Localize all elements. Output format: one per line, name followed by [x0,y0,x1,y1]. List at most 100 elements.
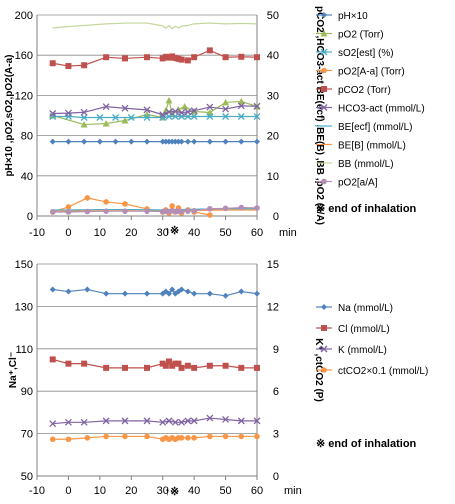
data-point-3 [65,204,72,210]
data-point-1-shape [165,96,173,104]
data-point-2 [159,114,167,121]
data-point-9 [103,208,109,214]
data-point-2 [253,113,261,120]
legend-label: Na (mmol/L) [338,303,393,314]
data-point-9 [254,205,260,211]
data-point-4-shape [206,47,213,54]
data-point-0-shape [65,288,72,295]
legend-marker-shape [321,12,327,18]
data-point-5-shape [159,111,167,119]
x-tick-label: 0 [65,227,71,239]
data-point-3-shape [222,433,229,440]
data-point-9 [207,205,213,212]
data-point-1-shape [254,364,260,371]
data-point-2-shape [184,417,192,425]
data-point-5 [237,102,245,110]
inhalation-end-marker: ↑※ [164,225,179,237]
data-point-1 [169,362,176,369]
data-point-5 [165,108,173,116]
legend-marker-shape [321,304,327,310]
legend-label: pCO2 (Torr) [338,85,391,96]
data-point-1 [122,364,128,371]
data-point-0 [65,138,72,145]
data-point-0-shape [191,290,198,297]
data-point-4-shape [65,63,72,70]
data-point-4 [175,55,182,62]
data-point-9 [49,209,56,215]
data-point-5 [171,108,179,115]
data-point-1-shape [169,362,176,369]
data-point-3 [103,199,109,205]
data-point-0-shape [49,138,56,145]
data-point-9 [144,208,150,214]
data-point-2-shape [64,418,72,426]
data-point-0-shape [96,138,103,145]
y-tick-left-label: 150 [15,259,33,271]
data-point-0 [84,286,91,293]
data-point-1 [144,364,150,371]
data-point-0 [206,138,213,145]
data-point-4-shape [175,55,182,62]
data-point-0-shape [184,288,191,295]
data-point-0-shape [162,138,169,145]
legend-marker-shape [320,48,328,56]
data-point-3 [185,435,191,441]
data-point-4 [191,54,198,61]
data-point-0-shape [84,286,91,293]
data-point-5 [143,106,151,114]
data-point-0 [169,138,176,145]
data-point-9-shape [207,205,213,212]
data-point-3 [103,433,109,440]
x-tick-label: 60 [251,227,263,239]
data-point-5 [159,111,167,119]
data-point-0-shape [175,288,182,295]
data-point-5-shape [222,105,230,113]
y-axis-left-label: pH×10 ,pO2,sO2,pO2(A-a) [4,55,15,177]
data-point-0 [172,290,179,297]
data-point-1 [254,364,260,371]
data-point-4 [254,54,260,61]
data-point-3-shape [122,201,128,207]
data-point-2-shape [190,113,198,120]
data-point-0 [128,138,135,145]
data-point-3 [254,433,260,440]
data-point-1 [159,360,166,367]
x-tick-label: 50 [219,485,231,497]
legend-marker-shape [321,178,327,185]
x-tick-label: 10 [94,227,106,239]
data-point-1 [184,362,191,369]
data-point-0 [65,288,72,295]
data-point-0 [49,138,56,145]
data-point-9-shape [254,205,260,211]
data-point-2-shape [253,113,261,120]
data-point-3-shape [84,195,91,201]
legend-marker-shape [321,67,327,74]
data-point-9 [122,208,128,214]
data-point-4-shape [159,55,166,62]
data-point-0 [122,290,128,297]
data-point-2-shape [222,113,230,120]
data-point-4-shape [166,54,172,61]
data-point-0-shape [184,138,191,145]
data-point-0-shape [254,138,260,145]
data-point-4 [49,60,56,67]
legend-marker [320,30,328,37]
y-tick-right-label: 12 [267,301,279,313]
data-point-4-shape [103,54,110,61]
data-point-3 [84,435,91,441]
data-point-1 [102,120,110,127]
legend-marker-shape [320,30,328,37]
data-point-2-shape [102,417,110,425]
y-tick-right-label: 50 [267,10,279,22]
data-point-4 [184,57,191,64]
data-point-2-shape [178,418,186,426]
data-point-5-shape [64,109,72,117]
data-point-1-shape [172,360,179,367]
data-point-1-shape [178,364,185,371]
data-point-1 [178,364,185,371]
legend-label: pH×10 [338,11,368,22]
data-point-3 [169,203,175,209]
data-point-2 [159,418,167,426]
data-point-3 [222,433,229,440]
x-tick-label: 20 [125,485,137,497]
